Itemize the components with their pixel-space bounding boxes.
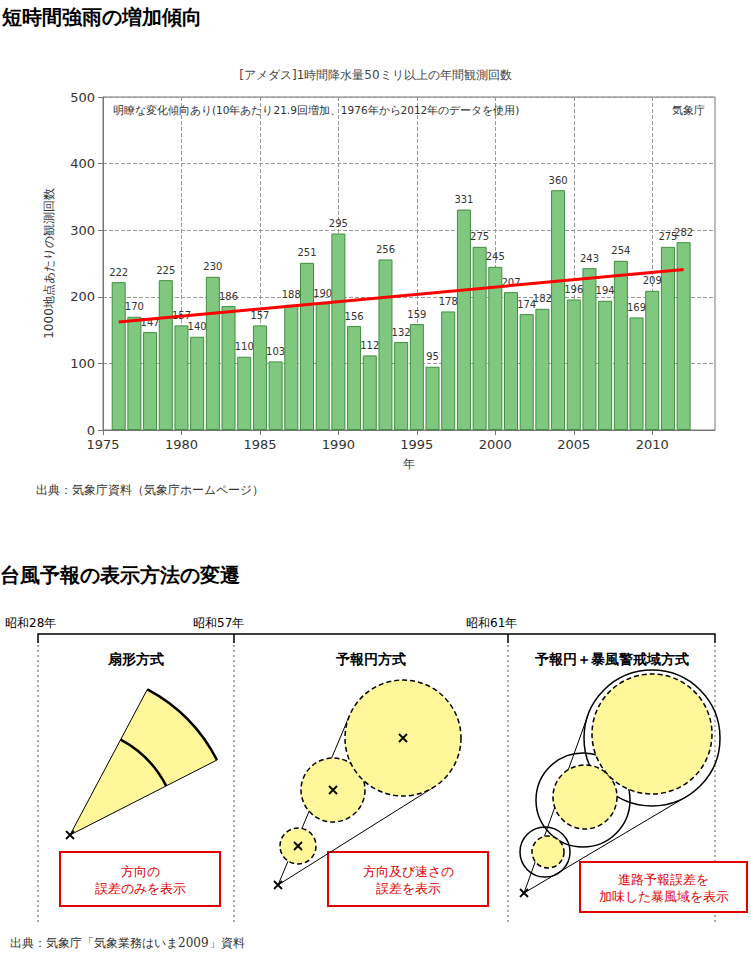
svg-text:方向及び速さの: 方向及び速さの: [363, 864, 454, 879]
svg-text:178: 178: [439, 296, 458, 307]
svg-text:103: 103: [266, 346, 285, 357]
svg-text:1000地点あたりの観測回数: 1000地点あたりの観測回数: [42, 188, 56, 339]
svg-text:182: 182: [533, 293, 552, 304]
svg-text:230: 230: [203, 261, 222, 272]
svg-text:年: 年: [403, 457, 415, 471]
svg-text:209: 209: [643, 275, 662, 286]
svg-text:1975: 1975: [86, 437, 119, 452]
svg-text:2000: 2000: [479, 437, 512, 452]
svg-text:132: 132: [392, 327, 411, 338]
svg-text:194: 194: [596, 285, 615, 296]
svg-text:243: 243: [580, 253, 599, 264]
svg-text:159: 159: [407, 309, 426, 320]
svg-text:275: 275: [658, 231, 678, 243]
svg-text:157: 157: [250, 310, 269, 321]
html-text:出典：気象庁資料（気象庁ホームページ）: 出典：気象庁資料（気象庁ホームページ）: [36, 483, 264, 497]
svg-text:昭和57年: 昭和57年: [193, 616, 244, 630]
svg-text:360: 360: [549, 175, 568, 186]
svg-text:[アメダス]1時間降水量50ミリ以上の年間観測回数: [アメダス]1時間降水量50ミリ以上の年間観測回数: [239, 68, 511, 82]
svg-text:昭和28年: 昭和28年: [5, 616, 56, 630]
svg-text:1990: 1990: [322, 437, 355, 452]
svg-text:扇形方式: 扇形方式: [107, 651, 164, 667]
svg-text:156: 156: [345, 311, 364, 322]
svg-text:100: 100: [70, 356, 95, 371]
svg-text:331: 331: [454, 194, 473, 205]
svg-text:256: 256: [376, 244, 395, 255]
svg-text:1995: 1995: [400, 437, 433, 452]
svg-text:170: 170: [125, 301, 144, 312]
svg-text:300: 300: [70, 223, 95, 238]
svg-text:140: 140: [188, 321, 207, 332]
svg-text:174: 174: [517, 298, 537, 310]
svg-text:500: 500: [70, 90, 95, 105]
svg-text:方向の: 方向の: [121, 864, 160, 879]
svg-text:207: 207: [501, 276, 521, 288]
svg-text:196: 196: [564, 284, 583, 295]
svg-text:169: 169: [627, 302, 646, 313]
svg-text:200: 200: [70, 289, 95, 304]
svg-text:222: 222: [109, 267, 128, 278]
svg-text:出典：気象庁「気象業務はいま2009」資料: 出典：気象庁「気象業務はいま2009」資料: [10, 936, 245, 950]
html-text:短時間強雨の増加傾向: 短時間強雨の増加傾向: [2, 5, 202, 29]
svg-text:1985: 1985: [243, 437, 276, 452]
svg-text:188: 188: [282, 289, 301, 300]
svg-text:254: 254: [611, 245, 630, 256]
svg-text:2010: 2010: [636, 437, 669, 452]
svg-text:225: 225: [156, 265, 175, 276]
svg-text:昭和61年: 昭和61年: [466, 616, 517, 630]
svg-text:245: 245: [486, 251, 505, 262]
svg-text:110: 110: [235, 341, 254, 352]
svg-text:95: 95: [426, 351, 439, 362]
svg-text:進路予報誤差を: 進路予報誤差を: [618, 872, 709, 887]
svg-text:予報円＋暴風警戒域方式: 予報円＋暴風警戒域方式: [534, 651, 689, 667]
svg-text:誤差を表示: 誤差を表示: [376, 881, 441, 896]
svg-text:282: 282: [674, 227, 693, 238]
svg-text:加味した暴風域を表示: 加味した暴風域を表示: [599, 889, 729, 904]
svg-text:気象庁: 気象庁: [672, 104, 705, 116]
svg-text:台風予報の表示方法の変遷: 台風予報の表示方法の変遷: [0, 563, 240, 587]
svg-text:157: 157: [171, 309, 191, 321]
svg-text:251: 251: [297, 247, 316, 258]
svg-text:186: 186: [219, 291, 238, 302]
svg-text:147: 147: [140, 316, 160, 328]
svg-text:0: 0: [87, 423, 95, 438]
svg-text:112: 112: [360, 340, 379, 351]
svg-text:明瞭な変化傾向あり(10年あたり21.9回増加、1976年か: 明瞭な変化傾向あり(10年あたり21.9回増加、1976年から2012年のデータ…: [113, 104, 519, 116]
svg-text:400: 400: [70, 156, 95, 171]
svg-text:190: 190: [313, 288, 332, 299]
svg-text:275: 275: [470, 231, 489, 242]
svg-text:2005: 2005: [557, 437, 590, 452]
svg-text:予報円方式: 予報円方式: [335, 651, 406, 667]
svg-text:1980: 1980: [165, 437, 198, 452]
svg-text:誤差のみを表示: 誤差のみを表示: [95, 881, 186, 896]
svg-text:295: 295: [329, 218, 348, 229]
